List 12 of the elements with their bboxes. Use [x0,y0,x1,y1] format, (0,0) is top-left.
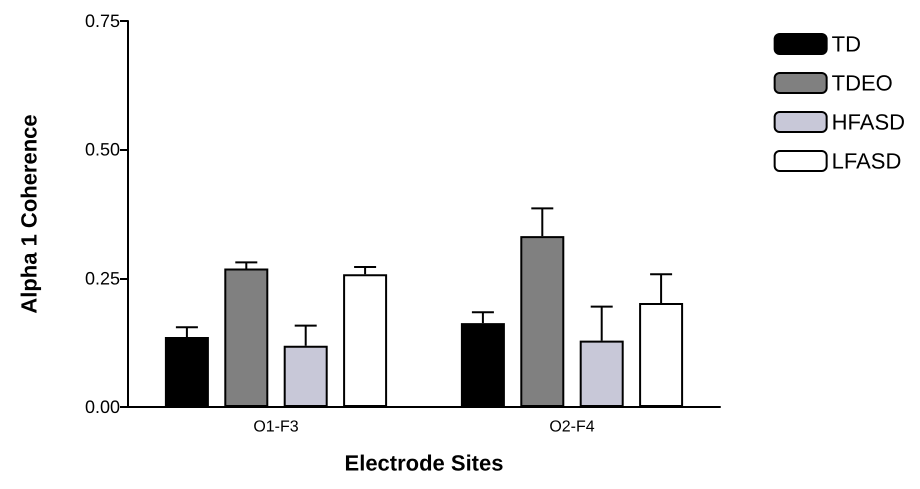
y-tick-label: 0.50 [84,140,120,160]
legend-label: TDEO [832,70,893,96]
x-axis-title: Electrode Sites [344,450,504,476]
x-tick-label: O1-F3 [253,418,299,436]
legend-label: HFASD [832,110,906,134]
y-tick-label: 0.00 [84,397,120,417]
legend-label: TD [832,32,861,56]
y-tick-label: 0.75 [84,11,120,31]
legend-label: LFASD [832,148,902,174]
y-axis-title: Alpha 1 Coherence [16,114,42,314]
y-tick-label: 0.25 [84,268,120,288]
x-tick-label: O2-F4 [549,418,595,436]
